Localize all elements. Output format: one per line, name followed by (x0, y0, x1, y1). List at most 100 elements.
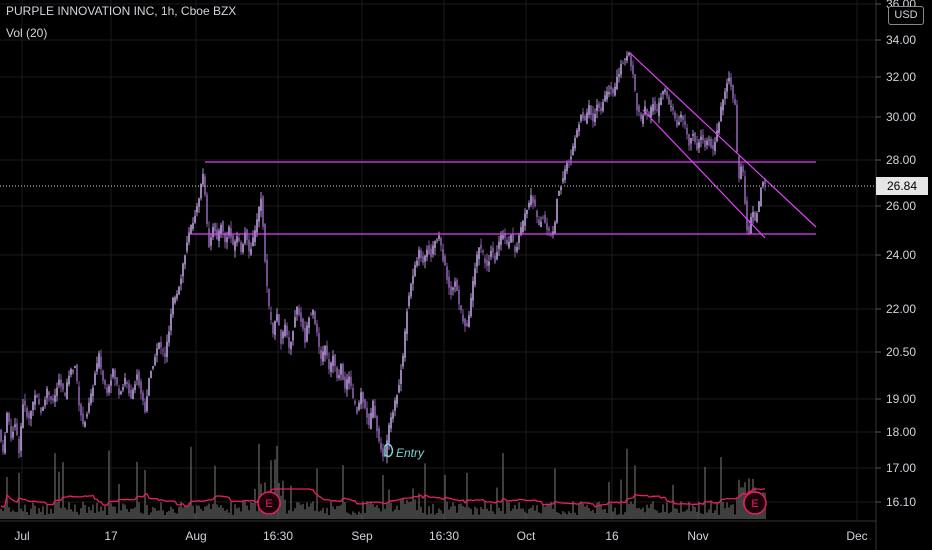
volume-bar (210, 508, 212, 519)
volume-bar (622, 514, 624, 519)
volume-bar (188, 502, 190, 519)
candle-body (654, 101, 656, 111)
candle-body (16, 423, 18, 435)
volume-bar (32, 502, 34, 519)
candle-body (224, 233, 226, 243)
candle-body (588, 105, 590, 115)
candle-body (718, 122, 720, 133)
volume-indicator-label[interactable]: Vol (20) (6, 26, 48, 40)
volume-bar (294, 508, 296, 519)
volume-bar (228, 512, 230, 519)
candle-body (604, 95, 606, 102)
candle-body (392, 412, 394, 419)
channel-upper-line[interactable] (629, 52, 817, 228)
volume-bar (570, 513, 572, 519)
earnings-marker-2[interactable]: E (743, 491, 767, 515)
volume-bar (360, 513, 362, 519)
candle-body (192, 222, 194, 230)
candle-body (662, 91, 664, 95)
x-tick-label: 17 (104, 529, 118, 543)
volume-bar (38, 508, 40, 519)
candle-body (324, 345, 326, 356)
volume-bar (722, 501, 724, 519)
y-tick-label: 22.00 (886, 302, 916, 316)
volume-bar (528, 508, 530, 519)
volume-bar (602, 509, 604, 519)
volume-bar (322, 507, 324, 519)
candle-body (628, 52, 630, 56)
volume-bar (310, 503, 312, 519)
candle-body (626, 55, 628, 61)
x-axis[interactable]: Jul 17 Aug 16:30 Sep 16:30 Oct 16 Nov Dec (14, 529, 867, 543)
volume-bar (462, 506, 464, 519)
drawing-tools[interactable] (190, 52, 817, 239)
x-tick-label: Oct (517, 529, 536, 543)
currency-badge[interactable]: USD (888, 6, 924, 25)
volume-bar (662, 504, 664, 519)
candle-body (136, 374, 138, 380)
candle-body (700, 136, 702, 141)
candle-body (660, 97, 662, 106)
candle-body (564, 169, 566, 180)
volume-bar (54, 453, 56, 519)
candle-body (90, 393, 92, 404)
volume-bar (604, 508, 606, 519)
candle-body (754, 212, 756, 221)
volume-bar (320, 510, 322, 519)
volume-bar (448, 509, 450, 519)
candle-body (304, 327, 306, 343)
candle-body (494, 255, 496, 263)
volume-bar (418, 493, 420, 519)
candle-body (488, 261, 490, 266)
grid (0, 0, 876, 521)
volume-bar (648, 508, 650, 519)
volume-bar (708, 509, 710, 519)
volume-bar (556, 512, 558, 519)
volume-bar (476, 508, 478, 519)
x-tick-label: Nov (687, 529, 708, 543)
volume-bar (676, 508, 678, 519)
candle-body (44, 399, 46, 406)
x-tick-label: Dec (846, 529, 867, 543)
volume-bar (732, 504, 734, 519)
candle-body (274, 320, 276, 335)
candle-body (638, 105, 640, 113)
candle-body (88, 402, 90, 413)
volume-bar (390, 502, 392, 519)
volume-bar (308, 506, 310, 519)
volume-bar (420, 506, 422, 519)
candle-body (536, 210, 538, 217)
volume-bar (116, 513, 118, 519)
volume-bar (354, 512, 356, 519)
candle-body (144, 402, 146, 413)
volume-bar (296, 502, 298, 519)
volume-bar (532, 505, 534, 519)
volume-bar (628, 503, 630, 519)
candle-body (4, 435, 6, 454)
volume-bar (126, 508, 128, 519)
y-tick-label: 20.50 (886, 345, 916, 359)
y-tick-label: 34.00 (886, 33, 916, 47)
volume-bar (740, 487, 742, 519)
candle-body (60, 379, 62, 387)
candle-body (708, 139, 710, 141)
candle-body (240, 242, 242, 252)
candle-body (128, 383, 130, 394)
candle-body (68, 375, 70, 385)
y-axis[interactable]: 36.00 34.00 32.00 30.00 28.00 26.00 24.00 22.00… (876, 0, 916, 509)
channel-lower-line[interactable] (642, 109, 766, 239)
candle-body (300, 312, 302, 323)
candle-body (562, 178, 564, 182)
volume-bar (56, 502, 58, 519)
candle-body (258, 206, 260, 222)
earnings-marker-1[interactable]: E (257, 491, 281, 515)
volume-bar (182, 507, 184, 519)
candle-body (614, 86, 616, 96)
volume-bar (214, 465, 216, 519)
volume-bar (450, 506, 452, 519)
entry-marker[interactable]: Entry (384, 443, 425, 460)
candle-body (476, 254, 478, 267)
volume-bar (24, 504, 26, 519)
candle-body (492, 247, 494, 253)
